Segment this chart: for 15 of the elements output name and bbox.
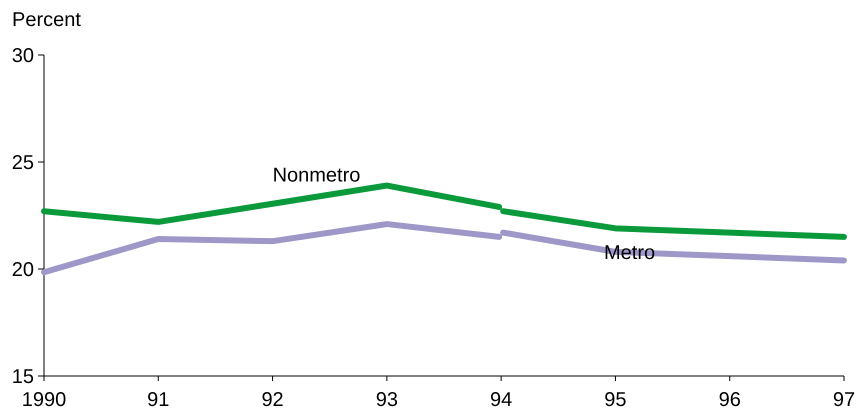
x-tick-label: 96: [718, 389, 741, 411]
x-tick-label: 1990: [22, 389, 66, 411]
y-tick-label: 30: [12, 45, 34, 67]
y-tick-label: 20: [12, 259, 34, 281]
x-tick-label: 94: [490, 389, 512, 411]
x-tick-label: 97: [832, 389, 856, 411]
x-tick-label: 95: [604, 389, 627, 411]
x-tick-label: 91: [147, 389, 170, 411]
y-tick-label: 15: [12, 366, 34, 388]
x-tick-label: 92: [261, 389, 284, 411]
y-tick-label: 25: [12, 152, 34, 174]
series-label: Nonmetro: [272, 164, 360, 187]
x-tick-label: 93: [376, 389, 398, 411]
series-label: Metro: [604, 242, 656, 264]
y-axis-title: Percent: [12, 9, 82, 31]
